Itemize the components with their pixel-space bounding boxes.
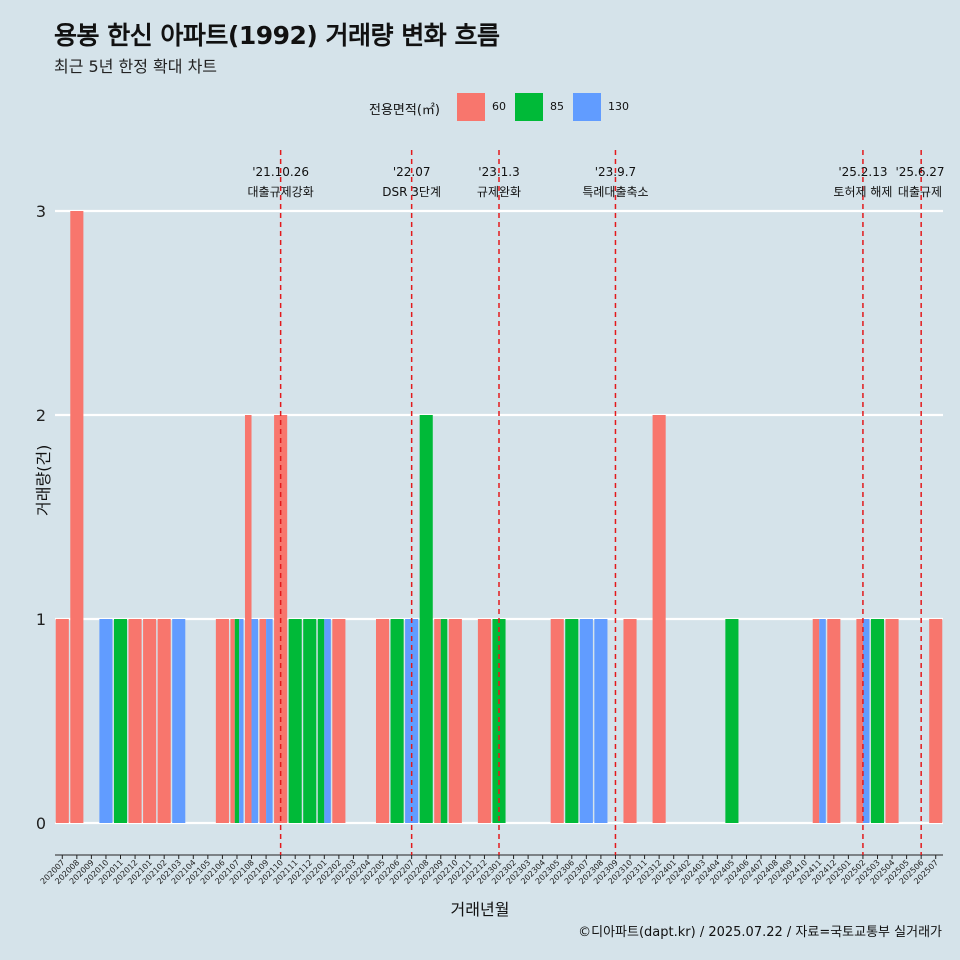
bar-202502-60 [856,619,863,823]
chart-caption: ©디아파트(dapt.kr) / 2025.07.22 / 자료=국토교통부 실… [578,925,942,940]
bar-202107-60 [230,619,235,823]
bar-202012-60 [128,619,142,823]
event-date-3: '23.9.7 [595,165,636,179]
bar-202102-60 [157,619,171,823]
bar-202205-60 [375,619,390,823]
event-date-0: '21.10.26 [252,165,309,179]
bar-202411-130 [819,619,826,823]
bar-202306-85 [565,619,579,823]
bar-202106-60 [215,619,229,823]
event-label-3: 특례대출축소 [582,185,648,199]
legend-key-85 [515,93,543,121]
bar-202308-130 [594,619,608,823]
bar-202310-60 [623,619,637,823]
bar-202007-60 [55,619,69,823]
y-tick-label-0: 0 [36,814,46,833]
bar-202010-130 [99,619,113,823]
event-label-1: DSR 3단계 [382,185,441,199]
bar-202210-60 [448,619,462,823]
bar-202107-85 [234,619,240,823]
bar-202109-130 [266,619,273,823]
legend: 전용면적(㎡) 60 85 130 [0,92,960,122]
y-axis-title: 거래량(건) [34,444,53,516]
bar-202101-60 [143,619,157,823]
bar-202305-60 [550,619,564,823]
bar-202503-85 [870,619,885,823]
bar-202103-130 [172,619,186,823]
bar-202208-85 [419,415,433,823]
bar-202201-130 [324,619,331,823]
bar-202504-60 [885,619,899,823]
event-label-5: 대출규제 [898,185,942,199]
event-label-4: 토허제 해제 [833,185,892,199]
y-tick-label-1: 1 [36,610,46,629]
y-tick-label-2: 2 [36,406,46,425]
bar-202112-85 [303,619,317,823]
event-date-5: '25.6.27 [895,165,944,179]
bar-202206-85 [390,619,404,823]
bar-202502-130 [862,619,870,823]
legend-key-60 [457,93,485,121]
event-label-2: 규제완화 [477,185,521,199]
bar-202011-85 [113,619,128,823]
bar-202107-130 [239,619,244,823]
legend-label-85: 85 [550,100,564,113]
bar-202312-60 [652,415,666,823]
bar-202201-85 [317,619,325,823]
bar-202209-85 [440,619,448,823]
bar-202507-60 [929,619,943,823]
x-axis-title: 거래년월 [450,900,510,919]
bar-202307-130 [579,619,593,823]
legend-title: 전용면적(㎡) [369,103,440,118]
legend-label-60: 60 [492,100,506,113]
bar-202108-60 [244,415,252,823]
bar-202111-85 [288,619,302,823]
bar-202212-60 [477,619,491,823]
event-date-4: '25.2.13 [838,165,887,179]
chart-title: 용봉 한신 아파트(1992) 거래량 변화 흐름 [54,21,500,50]
event-label-0: 대출규제강화 [248,185,314,199]
chart-subtitle: 최근 5년 한정 확대 차트 [54,57,218,76]
y-tick-label-3: 3 [36,202,46,221]
bar-202412-60 [827,619,841,823]
bar-202209-60 [434,619,441,823]
bar-202008-60 [70,211,84,823]
bar-202405-85 [725,619,739,823]
legend-key-130 [573,93,601,121]
bar-202411-60 [812,619,820,823]
event-date-1: '22.07 [393,165,431,179]
bar-202109-60 [259,619,267,823]
event-date-2: '23.1.3 [478,165,519,179]
bar-202202-60 [332,619,346,823]
legend-label-130: 130 [608,100,629,113]
bar-202108-130 [251,619,259,823]
